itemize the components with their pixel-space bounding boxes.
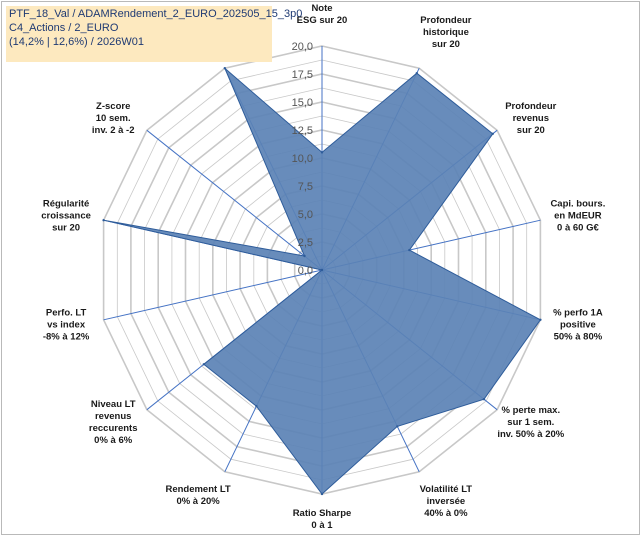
axis-label-line: Profondeur xyxy=(505,101,556,112)
series-point xyxy=(482,398,486,401)
axis-label-line: inv. 50% à 20% xyxy=(497,429,564,440)
tick-label: 15,0 xyxy=(292,97,313,109)
series-point xyxy=(320,268,324,272)
axis-label-line: Perfo. LT xyxy=(46,307,87,318)
axis-label: Rendement LT0% à 20% xyxy=(165,484,230,507)
series-point xyxy=(102,219,105,222)
series-point xyxy=(320,151,324,154)
axis-label-line: 50% à 80% xyxy=(554,331,603,342)
axis-label-line: reccurents xyxy=(89,423,138,434)
axis-label-line: Rendement LT xyxy=(165,484,230,495)
axis-label-line: sur 1 sem. xyxy=(507,417,554,428)
axis-label-line: inversée xyxy=(427,496,466,507)
axis-label-line: 0 à 60 G€ xyxy=(557,223,599,234)
series-point xyxy=(255,405,258,408)
axis-label-line: sur 20 xyxy=(517,125,545,136)
axis-label-line: % perfo 1A xyxy=(553,307,603,318)
series-point xyxy=(303,254,306,258)
axis-label-line: positive xyxy=(560,319,596,330)
axis-label-line: Capi. bours. xyxy=(550,199,605,210)
axis-label-line: 0% à 6% xyxy=(94,435,133,446)
series-point xyxy=(223,67,226,70)
axis-label-line: en MdEUR xyxy=(554,211,602,222)
tick-label: 10,0 xyxy=(292,153,313,165)
axis-label-line: Profondeur xyxy=(420,15,471,26)
axis-label-line: % perte max. xyxy=(501,405,560,416)
tick-label: 2,5 xyxy=(298,237,313,249)
axis-label-line: Note xyxy=(311,3,332,14)
tick-label: 0,0 xyxy=(298,265,313,277)
axis-label-line: 0 à 1 xyxy=(311,520,333,531)
tick-label: 5,0 xyxy=(298,209,313,221)
tick-label: 17,5 xyxy=(292,69,313,81)
axis-label-line: inv. 2 à -2 xyxy=(92,125,135,136)
axis-label-line: Niveau LT xyxy=(91,399,136,410)
series-point xyxy=(491,132,494,135)
axis-label-line: 10 sem. xyxy=(96,113,131,124)
radial-tick-labels: 0,0 2,5 5,0 7,5 10,0 12,5 15,0 17,5 20,0 xyxy=(292,41,313,277)
series-point xyxy=(320,492,324,496)
radar-spoke xyxy=(103,269,323,321)
axis-label: % perte max.sur 1 sem.inv. 50% à 20% xyxy=(497,405,564,440)
axis-label-line: 0% à 20% xyxy=(176,496,220,507)
axis-label-line: Ratio Sharpe xyxy=(293,508,352,519)
tick-label: 12,5 xyxy=(292,125,313,137)
axis-label-line: sur 20 xyxy=(52,223,80,234)
series-point xyxy=(408,248,411,252)
axis-label-line: Régularité xyxy=(43,199,89,210)
series-point xyxy=(396,425,399,428)
axis-label-line: croissance xyxy=(41,211,91,222)
axis-label-line: revenus xyxy=(513,113,549,124)
series-point xyxy=(539,318,542,321)
axis-label-line: sur 20 xyxy=(432,39,460,50)
axis-label-line: 40% à 0% xyxy=(424,508,468,519)
chart-title-box: PTF_18_Val / ADAMRendement_2_EURO_202505… xyxy=(6,6,303,62)
chart-title-line-3: (14,2% | 12,6%) / 2026W01 xyxy=(9,36,144,48)
axis-label-line: Z-score xyxy=(96,101,130,112)
chart-title-line-1: PTF_18_Val / ADAMRendement_2_EURO_202505… xyxy=(9,8,303,20)
radar-series xyxy=(102,67,542,496)
axis-label-line: historique xyxy=(423,27,469,38)
axis-label-line: Volatilité LT xyxy=(420,484,473,495)
radar-spoke xyxy=(146,129,323,271)
axis-label-line: ESG sur 20 xyxy=(297,15,348,26)
tick-label: 20,0 xyxy=(292,41,313,53)
axis-label-line: vs index xyxy=(47,319,86,330)
series-point xyxy=(202,363,205,366)
series-point xyxy=(415,72,418,75)
axis-label-line: revenus xyxy=(95,411,131,422)
tick-label: 7,5 xyxy=(298,181,313,193)
chart-title-line-2: C4_Actions / 2_EURO xyxy=(9,22,119,34)
axis-label-line: -8% à 12% xyxy=(43,331,90,342)
